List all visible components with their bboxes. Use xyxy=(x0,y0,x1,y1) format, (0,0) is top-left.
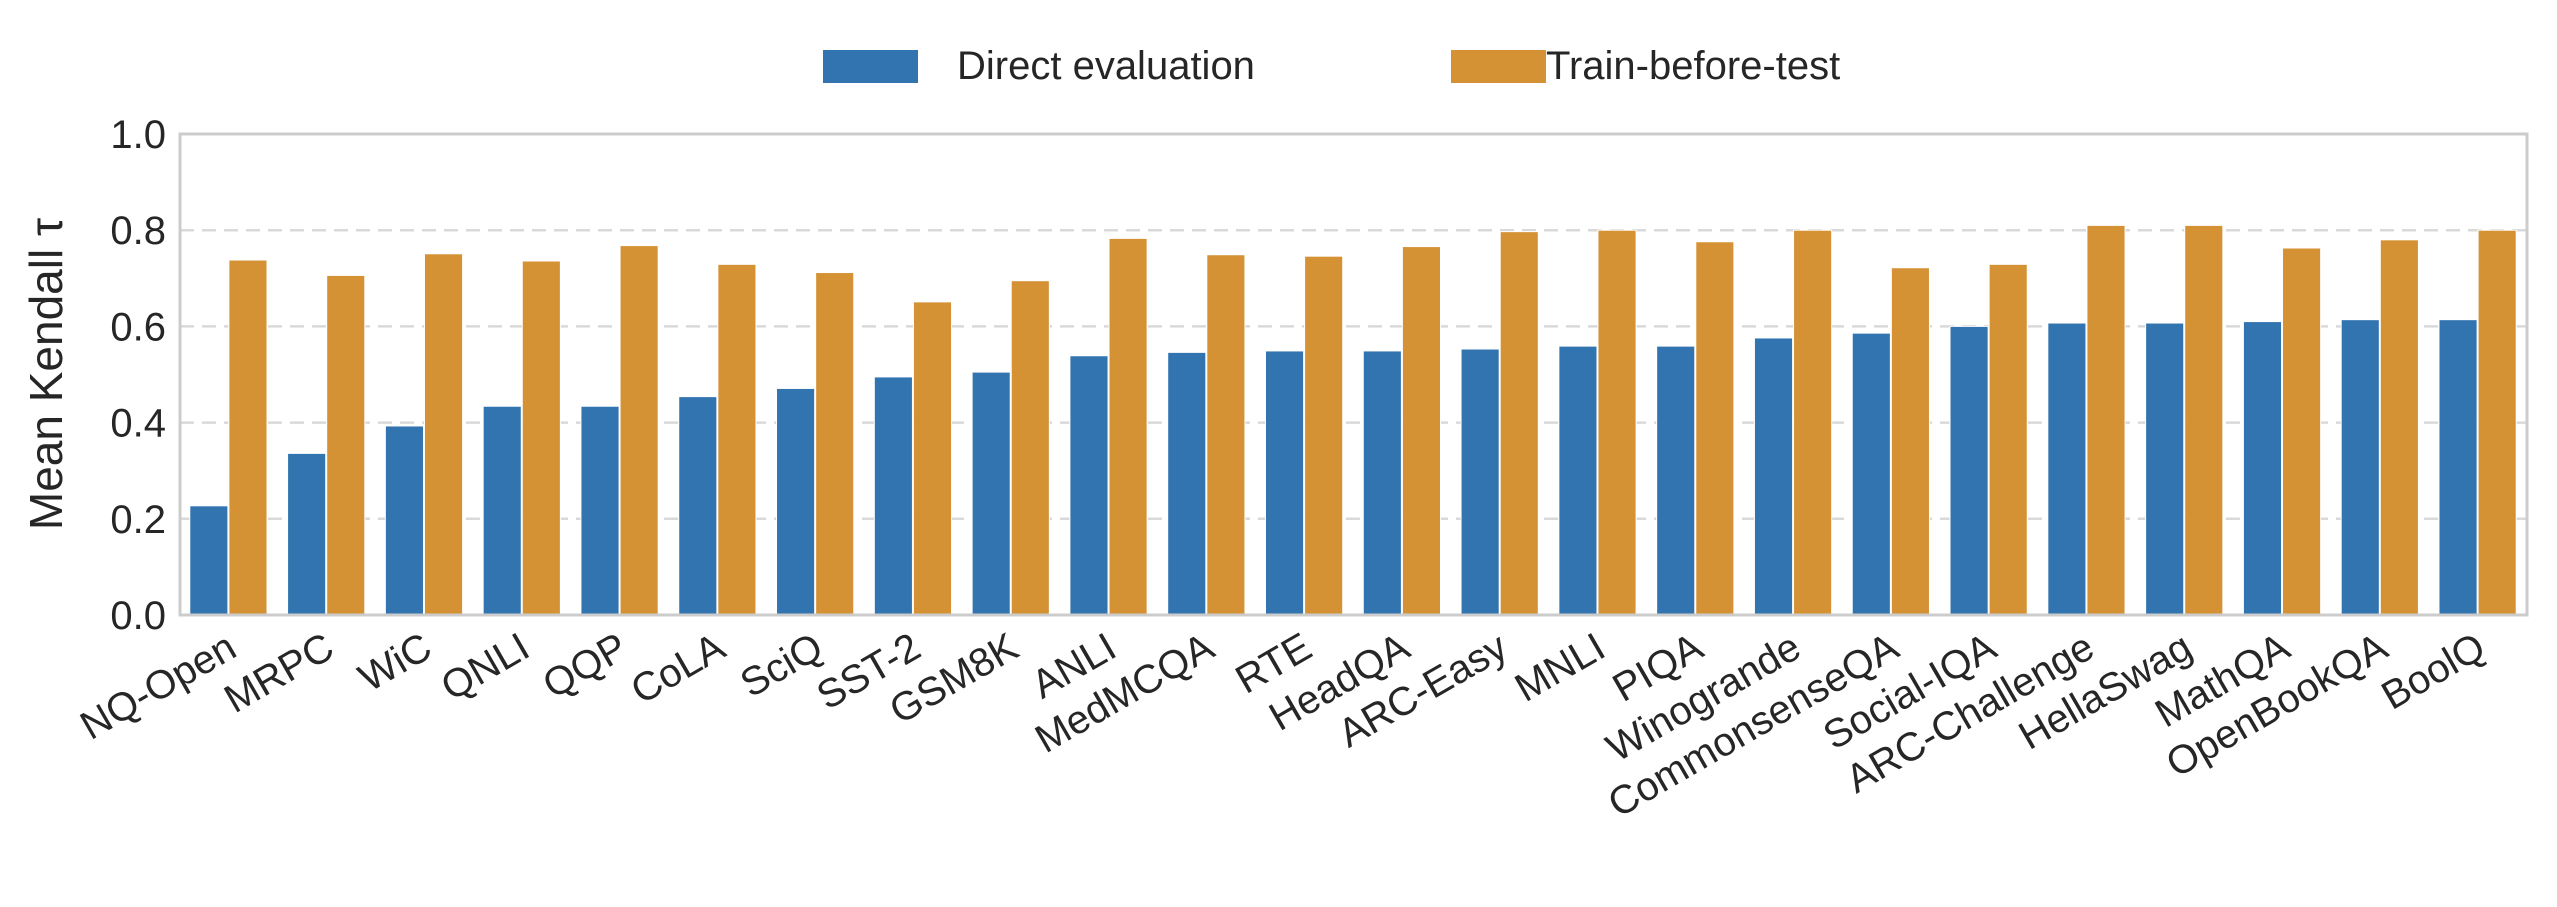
bar-direct-social-iqa xyxy=(1949,325,1989,616)
bar-train-before-test-gsm8k xyxy=(1010,280,1050,616)
bar-direct-sciq xyxy=(776,387,816,616)
bar-train-before-test-medmcqa xyxy=(1206,254,1246,616)
bar-direct-sst-2 xyxy=(873,376,913,616)
bars xyxy=(189,224,2517,616)
y-tick-label: 0.0 xyxy=(110,594,166,638)
bar-direct-mrpc xyxy=(287,452,327,616)
legend-swatch-tbt xyxy=(1451,50,1546,83)
bar-direct-piqa xyxy=(1656,345,1696,616)
bar-train-before-test-openbookqa xyxy=(2379,239,2419,616)
bar-train-before-test-mnli xyxy=(1597,229,1637,616)
gridlines xyxy=(180,228,2527,521)
plot-frame xyxy=(178,132,2529,617)
x-tick-label: CoLA xyxy=(624,625,733,713)
y-axis-ticks: 0.0 0.2 0.4 0.6 0.8 1.0 xyxy=(110,113,166,638)
bar-train-before-test-arc-challenge xyxy=(2086,224,2126,616)
y-tick-label: 0.8 xyxy=(110,209,166,253)
x-tick-label: BoolQ xyxy=(2374,625,2492,719)
y-tick-label: 0.2 xyxy=(110,498,166,542)
bar-train-before-test-qqp xyxy=(619,245,659,616)
bar-direct-mnli xyxy=(1558,345,1598,616)
legend-label-tbt: Train-before-test xyxy=(1546,44,1840,88)
x-tick-label: MNLI xyxy=(1508,625,1613,711)
y-tick-label: 1.0 xyxy=(110,113,166,157)
bar-direct-openbookqa xyxy=(2340,319,2380,616)
bar-direct-medmcqa xyxy=(1167,351,1207,616)
bar-direct-boolq xyxy=(2438,319,2478,616)
x-tick-label: QNLI xyxy=(434,625,537,710)
x-tick-label: QQP xyxy=(536,625,635,708)
bar-train-before-test-nq-open xyxy=(228,259,268,616)
bar-direct-wic xyxy=(384,425,424,616)
bar-direct-commonsenseqa xyxy=(1851,332,1891,616)
bar-direct-gsm8k xyxy=(971,371,1011,616)
bar-train-before-test-mrpc xyxy=(326,274,366,616)
bar-train-before-test-qnli xyxy=(521,260,561,616)
bar-direct-arc-challenge xyxy=(2047,322,2087,616)
bar-direct-hellaswag xyxy=(2145,322,2185,616)
bar-train-before-test-social-iqa xyxy=(1988,263,2028,616)
bar-direct-qnli xyxy=(482,405,522,616)
bar-train-before-test-sciq xyxy=(815,272,855,616)
y-tick-label: 0.4 xyxy=(110,402,166,446)
bar-direct-qqp xyxy=(580,405,620,616)
y-tick-label: 0.6 xyxy=(110,305,166,349)
bar-train-before-test-cola xyxy=(717,263,757,616)
bar-train-before-test-commonsenseqa xyxy=(1890,267,1930,616)
bar-train-before-test-piqa xyxy=(1695,241,1735,616)
bar-train-before-test-mathqa xyxy=(2282,247,2322,616)
bar-direct-cola xyxy=(678,396,718,616)
bar-direct-anli xyxy=(1069,355,1109,616)
bar-train-before-test-arc-easy xyxy=(1499,231,1539,616)
bar-direct-arc-easy xyxy=(1460,348,1500,616)
legend-label-direct: Direct evaluation xyxy=(957,44,1255,88)
bar-train-before-test-rte xyxy=(1304,255,1344,616)
bar-train-before-test-headqa xyxy=(1401,246,1442,616)
y-axis-label: Mean Kendall τ xyxy=(20,218,72,530)
bar-train-before-test-hellaswag xyxy=(2184,224,2224,616)
bar-train-before-test-wic xyxy=(423,253,464,616)
bar-direct-winogrande xyxy=(1753,337,1794,616)
bar-direct-nq-open xyxy=(189,505,229,616)
bar-train-before-test-anli xyxy=(1108,237,1148,616)
x-tick-label: MRPC xyxy=(217,625,341,722)
x-tick-label: SciQ xyxy=(733,625,830,706)
bar-direct-headqa xyxy=(1362,350,1402,616)
legend-swatch-direct xyxy=(823,50,918,83)
bar-direct-rte xyxy=(1264,350,1305,616)
x-tick-label: WiC xyxy=(352,625,439,701)
bar-train-before-test-winogrande xyxy=(1793,229,1833,616)
bar-direct-mathqa xyxy=(2242,321,2283,616)
bar-train-before-test-boolq xyxy=(2477,229,2517,616)
bar-train-before-test-sst-2 xyxy=(912,301,953,616)
legend: Direct evaluation Train-before-test xyxy=(823,44,1840,88)
